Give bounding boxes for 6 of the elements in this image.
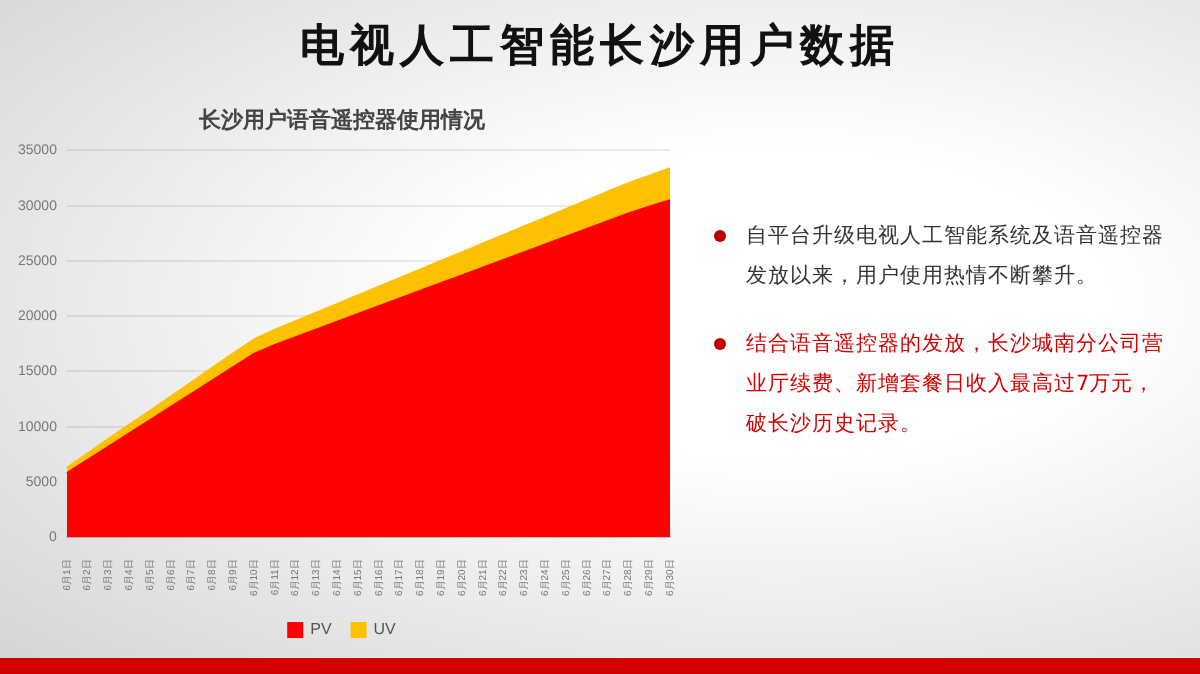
chart-subtitle: 长沙用户语音遥控器使用情况 [197, 107, 487, 134]
chart-title: 电视人工智能长沙用户数据 [298, 20, 902, 76]
text: 结合语音遥控器的发放，长沙城南分公司营业厅续费、新增套餐日收入最高过7万元，破长沙历史记录。 [746, 332, 1164, 436]
text: 自平台升级电视人工智能系统及语音遥控器发放以来，用户使用热情不断攀升。 [746, 224, 1164, 288]
legend-label: PV [310, 620, 333, 639]
legend-label: UV [373, 620, 398, 639]
